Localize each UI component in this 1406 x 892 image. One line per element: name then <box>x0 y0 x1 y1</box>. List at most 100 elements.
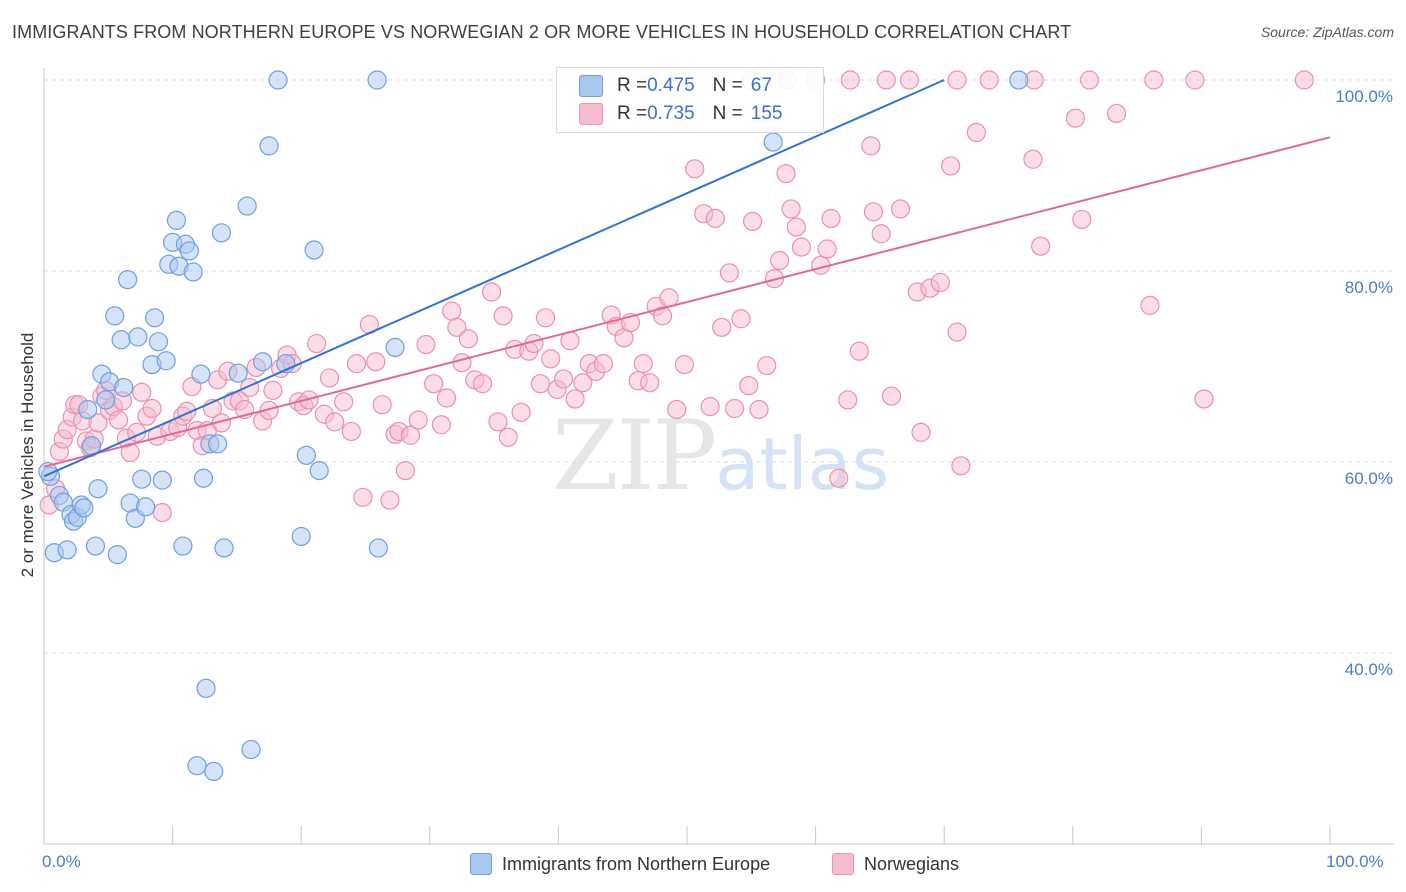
x-tick-label-100: 100.0% <box>1326 852 1384 871</box>
norwegians-point <box>108 410 129 430</box>
norwegians-point <box>408 410 428 430</box>
norwegians-point <box>731 309 751 329</box>
legend-swatch-pink <box>579 103 603 125</box>
northern-europe-point <box>57 540 77 560</box>
northern-europe-point <box>268 70 288 90</box>
norwegians-point <box>1106 103 1127 124</box>
bottom-legend-swatch-pink <box>832 853 854 875</box>
norwegians-point <box>481 282 502 302</box>
norwegians-point <box>593 354 614 374</box>
norwegians-point <box>633 354 653 374</box>
y-tick-label-40: 40.0% <box>1344 660 1393 679</box>
norwegians-point <box>674 354 695 375</box>
northern-europe-point <box>211 223 232 243</box>
stats-legend: R = 0.475 N = 67 R = 0.735 N = 155 <box>556 67 824 133</box>
norwegians-point <box>1144 70 1164 90</box>
norwegians-point <box>652 306 673 326</box>
northern-europe-point <box>187 756 207 776</box>
norwegians-point <box>966 122 986 143</box>
norwegians-point <box>431 415 451 435</box>
legend-r-label-pink: R = <box>617 103 648 124</box>
norwegians-point <box>749 399 769 420</box>
norwegians-point <box>472 374 493 394</box>
norwegians-point <box>667 399 687 420</box>
norwegians-point <box>366 352 386 372</box>
norwegians-point <box>452 353 472 373</box>
legend-n-value-blue: 67 <box>750 75 772 96</box>
norwegians-point <box>1140 295 1160 315</box>
norwegians-point <box>395 460 415 481</box>
northern-europe-point <box>166 210 187 230</box>
norwegians-point <box>776 163 796 184</box>
northern-europe-point <box>763 132 783 152</box>
legend-n-label-blue: N = <box>712 75 743 96</box>
northern-europe-point <box>74 498 94 518</box>
norwegians-points <box>39 70 1314 523</box>
norwegians-point <box>1023 149 1043 169</box>
norwegians-point <box>871 224 891 244</box>
norwegians-point <box>120 442 140 463</box>
northern-europe-point <box>196 678 216 698</box>
norwegians-point <box>861 136 881 156</box>
northern-europe-point <box>173 536 193 556</box>
norwegians-point <box>372 395 392 415</box>
norwegians-point <box>742 211 763 231</box>
norwegians-point <box>436 388 457 408</box>
northern-europe-point <box>88 479 108 499</box>
watermark-zip: ZIP <box>552 400 717 512</box>
source-credit: Source: ZipAtlas.com <box>1260 24 1394 40</box>
norwegians-point <box>739 376 759 396</box>
norwegians-point <box>941 156 961 176</box>
norwegians-point <box>400 425 421 445</box>
norwegians-point <box>791 237 812 257</box>
norwegians-point <box>863 202 884 222</box>
norwegians-point <box>152 503 172 523</box>
norwegians-point <box>705 208 725 229</box>
northern-europe-point <box>156 351 176 371</box>
norwegians-point <box>1079 70 1100 90</box>
norwegians-point <box>724 398 745 419</box>
norwegians-trend-line <box>43 136 1331 468</box>
norwegians-point <box>493 306 513 326</box>
northern-europe-point <box>368 538 388 558</box>
northern-europe-point <box>208 434 228 454</box>
northern-europe-point <box>135 497 156 517</box>
northern-europe-point <box>259 136 279 156</box>
y-tick-label-80: 80.0% <box>1344 278 1393 297</box>
norwegians-point <box>899 70 920 90</box>
norwegians-point <box>498 427 518 447</box>
norwegians-point <box>263 380 283 400</box>
y-axis-label: 2 or more Vehicles in Household <box>18 332 37 578</box>
bottom-legend-pink: Norwegians <box>832 851 959 877</box>
bottom-legend-swatch-blue <box>470 853 492 875</box>
norwegians-point <box>979 70 999 90</box>
norwegians-point <box>442 301 462 321</box>
norwegians-point <box>488 412 508 432</box>
chart-title: IMMIGRANTS FROM NORTHERN EUROPE VS NORWE… <box>12 22 1072 42</box>
northern-europe-point <box>78 399 98 420</box>
norwegians-point <box>840 70 860 90</box>
northern-europe-points <box>38 70 1029 782</box>
norwegians-point <box>876 70 896 90</box>
norwegians-point <box>838 390 858 410</box>
northern-europe-point <box>193 468 214 488</box>
norwegians-point <box>881 386 902 406</box>
norwegians-point <box>573 373 593 393</box>
norwegians-point <box>553 369 574 389</box>
gridlines <box>44 79 1394 654</box>
watermark-atlas: atlas <box>715 422 890 506</box>
norwegians-point <box>719 263 740 283</box>
northern-europe-point <box>241 739 261 760</box>
norwegians-point <box>947 70 967 90</box>
legend-r-label-blue: R = <box>617 75 648 96</box>
northern-europe-point <box>385 337 405 357</box>
northern-europe-point <box>179 241 199 261</box>
northern-europe-point <box>107 545 127 565</box>
norwegians-point <box>890 199 911 219</box>
norwegians-point <box>1072 209 1092 230</box>
legend-row-blue: R = 0.475 N = 67 <box>579 74 772 98</box>
y-tick-label-100: 100.0% <box>1335 87 1393 106</box>
norwegians-point <box>1065 108 1085 128</box>
bottom-legend-blue: Immigrants from Northern Europe <box>470 851 770 877</box>
norwegians-point <box>353 487 373 507</box>
